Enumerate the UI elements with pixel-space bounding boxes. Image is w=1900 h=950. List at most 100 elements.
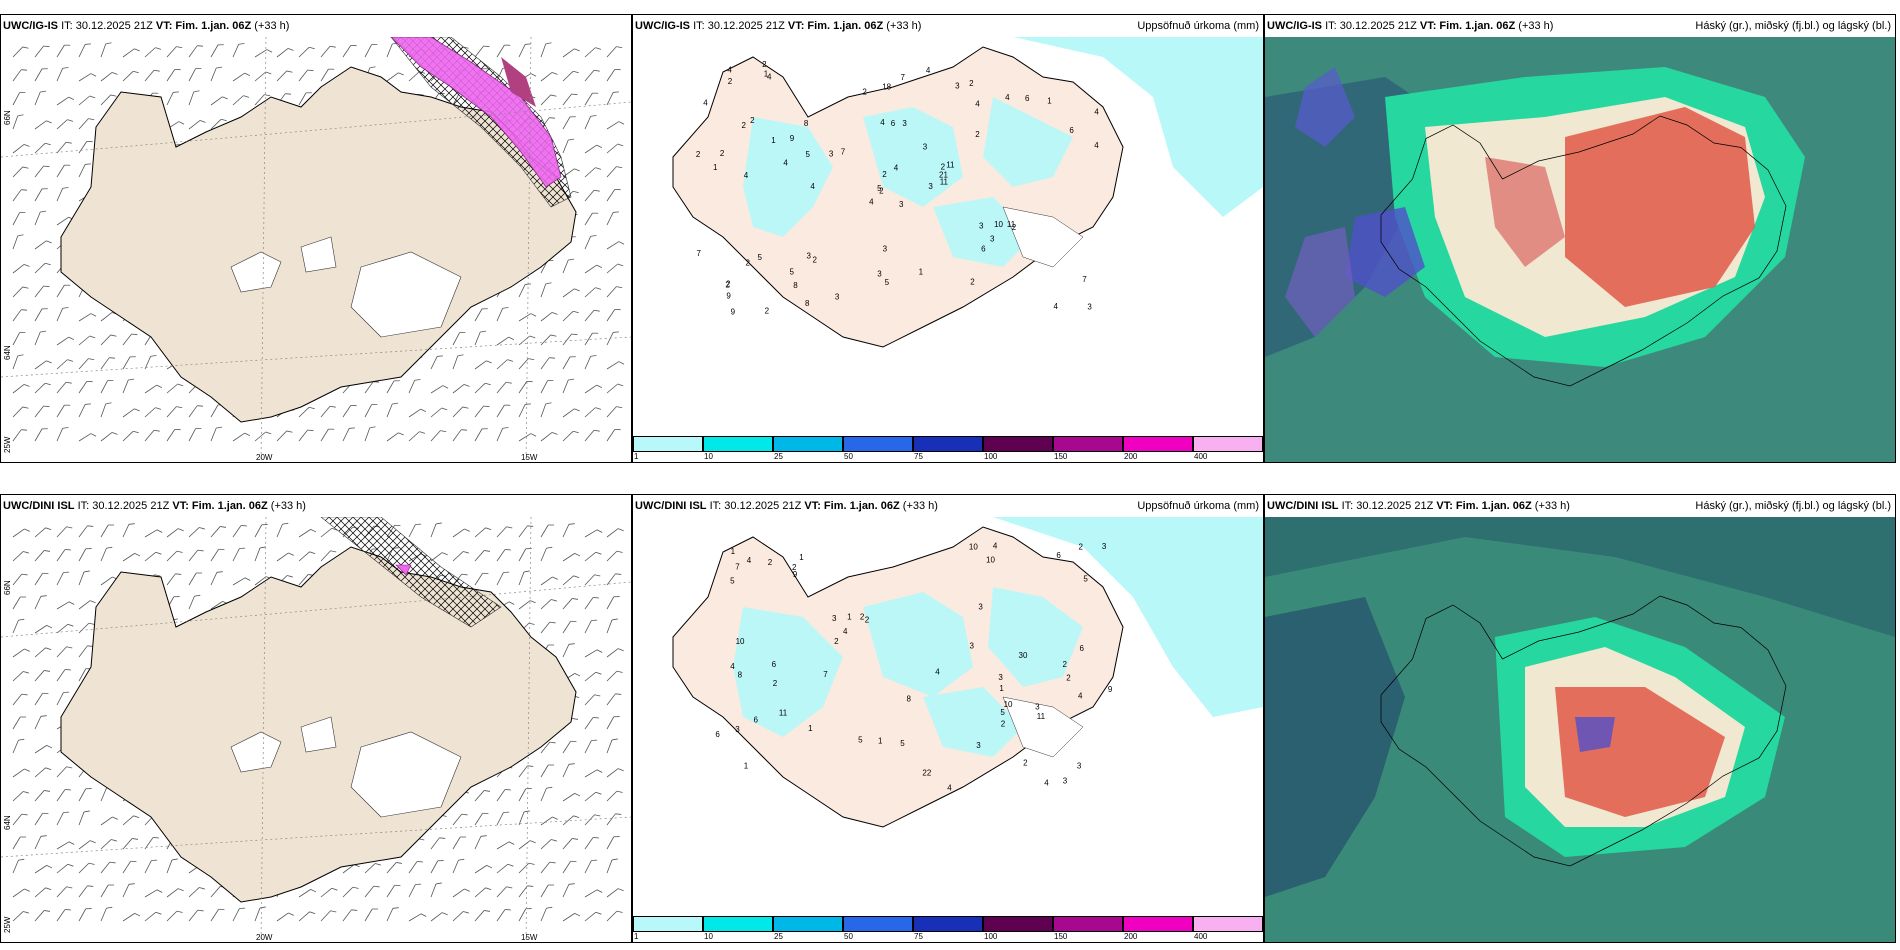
wind-barb xyxy=(78,433,97,442)
cloud-map[interactable] xyxy=(1265,37,1895,462)
lat-label-64n: 64N xyxy=(3,815,12,830)
precip-value-label: 2 xyxy=(1023,759,1028,768)
cloud-map[interactable] xyxy=(1265,517,1895,942)
wind-barb xyxy=(606,68,621,82)
wind-barb xyxy=(540,282,552,298)
wind-barb xyxy=(474,428,488,442)
wind-barb xyxy=(34,142,51,154)
colorbar-segment xyxy=(913,436,983,452)
precip-value-label: 3 xyxy=(832,614,837,623)
precip-value-label: 3 xyxy=(883,245,888,254)
wind-barb xyxy=(496,381,512,394)
wind-barb xyxy=(430,407,448,418)
wind-barb xyxy=(606,406,623,418)
precip-value-label: 8 xyxy=(805,299,810,308)
colorbar-label: 25 xyxy=(774,452,783,461)
wind-barb xyxy=(56,526,73,538)
precip-value-label: 7 xyxy=(1082,275,1087,284)
wind-barb xyxy=(562,763,575,778)
precip-value-label: 8 xyxy=(804,119,809,128)
wind-barb xyxy=(562,815,580,826)
wind-barb xyxy=(34,240,52,250)
wind-barb xyxy=(320,887,338,898)
wind-barb xyxy=(452,354,464,370)
wind-barb xyxy=(100,906,113,922)
wind-barb xyxy=(496,307,509,322)
precip-value-label: 3 xyxy=(1035,703,1040,712)
wind-barb xyxy=(122,913,141,922)
wind-barb xyxy=(56,96,75,106)
wind-barb xyxy=(210,44,224,58)
wind-barb xyxy=(606,308,621,322)
panel-header: UWC/DINI ISL IT: 30.12.2025 21Z VT: Fim.… xyxy=(1267,500,1891,512)
wind-barb xyxy=(474,910,490,922)
wind-barb xyxy=(166,383,184,394)
wind-barb xyxy=(474,572,489,586)
wind-barb xyxy=(606,910,623,922)
precip-value-label: 9 xyxy=(726,292,731,301)
wind-barb xyxy=(276,912,294,922)
wind-barb xyxy=(12,618,25,634)
wind-barb xyxy=(518,43,531,58)
lon-label-15w: 15W xyxy=(521,453,538,462)
wind-barb xyxy=(56,549,71,562)
wind-barb xyxy=(606,790,623,802)
wind-barb xyxy=(78,622,95,634)
wind-barb xyxy=(166,46,183,58)
colorbar-segment xyxy=(843,436,913,452)
precip-value-label: 2 xyxy=(720,149,725,158)
panel-wind-row1: UWC/IG-IS IT: 30.12.2025 21Z VT: Fim. 1.… xyxy=(0,14,632,463)
wind-barb xyxy=(474,405,490,418)
wind-barb xyxy=(56,164,71,178)
wind-barb xyxy=(232,95,250,106)
precip-value-label: 2 xyxy=(860,613,865,622)
wind-barb xyxy=(474,835,487,850)
wind-barb xyxy=(254,49,273,58)
wind-barb xyxy=(518,313,537,322)
wind-barb xyxy=(496,427,509,442)
wind-barb xyxy=(584,911,602,922)
wind-barb xyxy=(474,865,493,874)
wind-barb xyxy=(166,91,179,106)
colorbar-segment xyxy=(983,916,1053,932)
wind-barb xyxy=(34,550,50,562)
wind-barb xyxy=(606,888,624,898)
wind-barb xyxy=(540,816,558,826)
wind-map[interactable] xyxy=(1,517,631,942)
wind-barb xyxy=(12,791,29,802)
colorbar-label: 200 xyxy=(1124,932,1138,941)
wind-barb xyxy=(166,550,183,562)
wind-barb xyxy=(276,70,293,82)
wind-barb xyxy=(584,739,598,754)
panel-wind-row2: UWC/DINI ISL IT: 30.12.2025 21Z VT: Fim.… xyxy=(0,494,632,943)
wind-barb xyxy=(606,716,620,730)
precip-value-label: 3 xyxy=(899,200,904,209)
wind-barb xyxy=(56,571,70,586)
wind-barb xyxy=(562,378,575,394)
wind-barb xyxy=(12,693,28,706)
precip-map[interactable]: 1 2 1 1 2 2 3 10 3 4 5 4 7 3 5 6 8 4 2 11 3 6 2 4 10 2 10 8 9 30 22 3 4 7… xyxy=(633,517,1263,914)
precip-value-label: 5 xyxy=(877,184,882,193)
wind-map[interactable] xyxy=(1,37,631,462)
wind-barb xyxy=(496,571,510,586)
wind-barb xyxy=(78,335,96,346)
wind-barb xyxy=(56,67,69,82)
wind-barb xyxy=(166,858,178,874)
wind-barb xyxy=(100,94,117,106)
wind-barb xyxy=(12,429,28,442)
wind-barb xyxy=(584,264,603,274)
precip-map[interactable]: 3 2 2 2 2 2 2 3 4 3 4 3 4 4 4 2 2 4 3 5 7 9 8 6 11 2 2 18 1 3 4 5 3 2 8 4 3 4… xyxy=(633,37,1263,434)
wind-barb xyxy=(100,379,114,394)
colorbar-segment xyxy=(983,436,1053,452)
colorbar-label: 75 xyxy=(914,452,923,461)
wind-barb xyxy=(188,45,204,58)
wind-barb xyxy=(606,166,623,178)
precip-value-label: 3 xyxy=(1087,303,1092,312)
wind-barb xyxy=(166,406,183,418)
precip-value-label: 4 xyxy=(947,784,952,793)
wind-barb xyxy=(540,42,552,58)
panel-precip-row2: UWC/DINI ISL IT: 30.12.2025 21Z VT: Fim.… xyxy=(632,494,1264,943)
wind-barb xyxy=(144,384,163,394)
colorbar-segment xyxy=(703,916,773,932)
colorbar-segment xyxy=(1053,436,1123,452)
